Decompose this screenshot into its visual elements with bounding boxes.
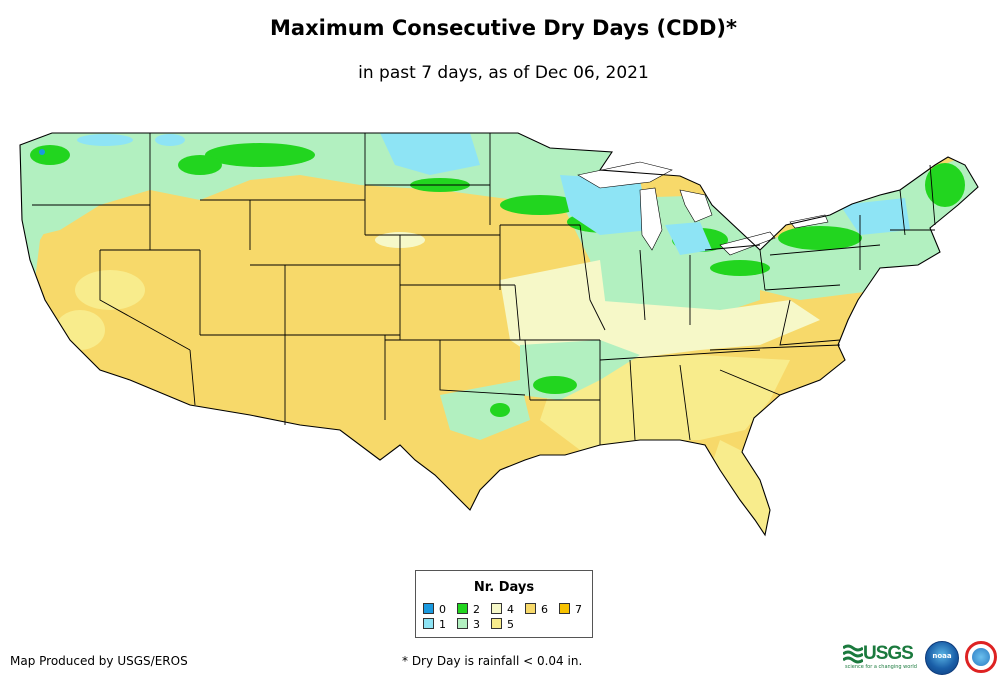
- patch-1-id: [155, 134, 185, 146]
- legend-swatch-3: [457, 618, 468, 629]
- legend-swatch-7: [559, 603, 570, 614]
- patch-2-mn: [500, 195, 580, 215]
- legend-item-7: 7: [559, 603, 582, 616]
- state-borders: [19, 132, 979, 537]
- legend-item-5: 5: [491, 618, 514, 631]
- nws-logo: [965, 641, 997, 673]
- legend-swatch-4: [491, 603, 502, 614]
- legend-label-2: 2: [473, 603, 480, 616]
- legend-item-4: 4: [491, 603, 514, 616]
- nws-globe-icon: [972, 648, 990, 666]
- legend-label-3: 3: [473, 618, 480, 631]
- zone-ohio-4: [580, 300, 820, 360]
- lake-ontario: [789, 214, 829, 229]
- patch-2-oh: [710, 260, 770, 276]
- legend-label-1: 1: [439, 618, 446, 631]
- map-credit: Map Produced by USGS/EROS: [10, 654, 188, 668]
- patch-2-ar: [533, 376, 577, 394]
- dry-day-footnote: * Dry Day is rainfall < 0.04 in.: [402, 654, 583, 668]
- patch-1-ny: [840, 198, 910, 235]
- usgs-wordmark: USGS: [863, 643, 914, 664]
- legend-item-1: 1: [423, 618, 446, 631]
- lake-michigan: [639, 187, 663, 251]
- legend-item-3: 3: [457, 618, 480, 631]
- legend-item-0: 0: [423, 603, 446, 616]
- zone-missouri-4: [500, 260, 610, 360]
- legend-swatch-0: [423, 603, 434, 614]
- legend-item-6: 6: [525, 603, 548, 616]
- legend-label-6: 6: [541, 603, 548, 616]
- usgs-tagline: science for a changing world: [845, 664, 917, 670]
- legend-label-4: 4: [507, 603, 514, 616]
- legend-swatch-6: [525, 603, 536, 614]
- legend-item-2: 2: [457, 603, 480, 616]
- patch-2-montana: [205, 143, 315, 167]
- patch-2-vt: [925, 163, 965, 207]
- lake-erie: [719, 231, 776, 256]
- noaa-logo: noaa: [925, 641, 959, 675]
- lake-huron: [679, 189, 713, 223]
- patch-1-wa: [77, 134, 133, 146]
- legend-box: Nr. Days 0 1 2 3 4 5 6 7: [415, 570, 593, 638]
- patch-2-pa: [778, 226, 862, 250]
- legend-label-5: 5: [507, 618, 514, 631]
- patch-0-wa: [39, 149, 45, 155]
- legend-label-0: 0: [439, 603, 446, 616]
- zone-southeast-5: [540, 355, 790, 450]
- usgs-logo: USGS science for a changing world: [843, 641, 919, 671]
- zone-texas-3: [440, 380, 530, 440]
- patch-2-wa: [30, 145, 70, 165]
- noaa-wordmark: noaa: [932, 652, 952, 660]
- legend-swatch-2: [457, 603, 468, 614]
- patch-5-nv: [75, 270, 145, 310]
- patch-1-mn-wi: [560, 175, 650, 235]
- legend-title: Nr. Days: [473, 580, 535, 595]
- usgs-wave-icon: [843, 644, 863, 664]
- patch-1-northplains: [380, 133, 480, 175]
- patch-1-mi: [665, 222, 712, 255]
- map-title: Maximum Consecutive Dry Days (CDD)*: [270, 16, 737, 40]
- patch-5-ca: [55, 310, 105, 350]
- zone-florida-5: [710, 440, 775, 535]
- patch-2-tx: [490, 403, 510, 417]
- map-subtitle: in past 7 days, as of Dec 06, 2021: [358, 63, 649, 83]
- legend-label-7: 7: [575, 603, 582, 616]
- patch-2-idaho: [178, 155, 222, 175]
- legend-swatch-5: [491, 618, 502, 629]
- legend-swatch-1: [423, 618, 434, 629]
- lake-superior: [577, 161, 673, 189]
